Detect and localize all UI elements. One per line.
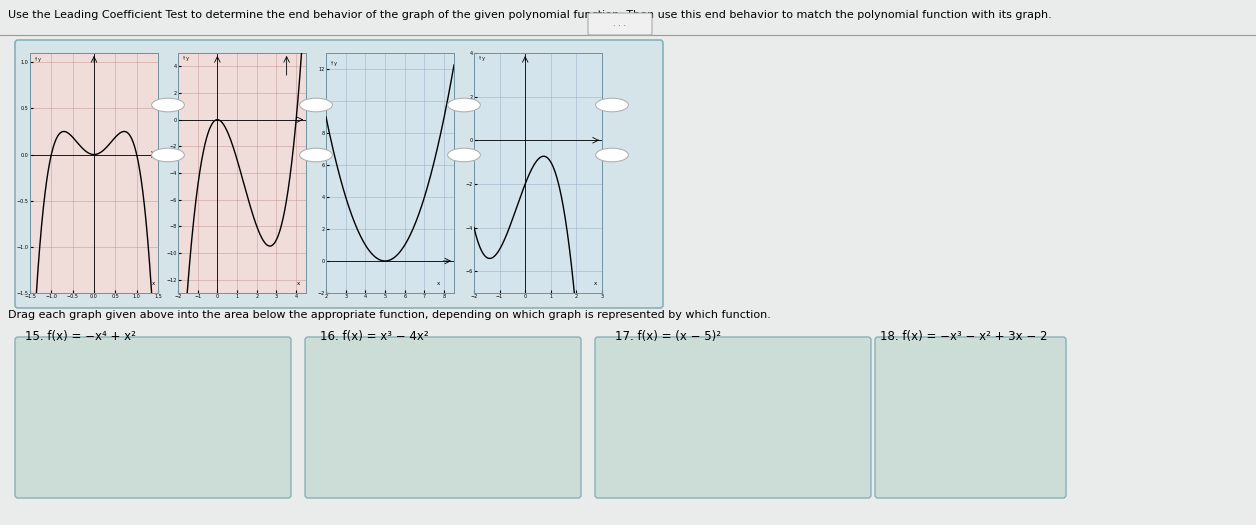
Text: . . .: . . . xyxy=(613,19,627,28)
Text: Drag each graph given above into the area below the appropriate function, depend: Drag each graph given above into the are… xyxy=(8,310,771,320)
FancyBboxPatch shape xyxy=(588,13,652,35)
Text: Q: Q xyxy=(461,100,467,110)
Text: Use the Leading Coefficient Test to determine the end behavior of the graph of t: Use the Leading Coefficient Test to dete… xyxy=(8,10,1051,20)
FancyBboxPatch shape xyxy=(15,40,663,308)
Text: Q: Q xyxy=(165,151,172,160)
Text: Q: Q xyxy=(313,100,319,110)
FancyBboxPatch shape xyxy=(305,337,582,498)
Text: ↑y: ↑y xyxy=(34,57,41,62)
Text: ↑y: ↑y xyxy=(477,57,485,61)
Text: Q: Q xyxy=(461,151,467,160)
Text: 15. f(x) = −x⁴ + x²: 15. f(x) = −x⁴ + x² xyxy=(25,330,136,343)
Text: x: x xyxy=(594,281,598,286)
Text: x: x xyxy=(298,281,300,286)
Text: x: x xyxy=(152,281,154,286)
FancyBboxPatch shape xyxy=(595,337,870,498)
Text: Q: Q xyxy=(608,151,615,160)
Text: ↑y: ↑y xyxy=(330,61,337,66)
Text: ↑y: ↑y xyxy=(182,56,188,61)
Text: Q: Q xyxy=(608,100,615,110)
FancyBboxPatch shape xyxy=(875,337,1066,498)
Text: 16. f(x) = x³ − 4x²: 16. f(x) = x³ − 4x² xyxy=(320,330,428,343)
Text: Q: Q xyxy=(165,100,172,110)
Text: x: x xyxy=(437,281,441,286)
Text: 18. f(x) = −x³ − x² + 3x − 2: 18. f(x) = −x³ − x² + 3x − 2 xyxy=(880,330,1048,343)
Text: Q: Q xyxy=(313,151,319,160)
FancyBboxPatch shape xyxy=(15,337,291,498)
Text: 17. f(x) = (x − 5)²: 17. f(x) = (x − 5)² xyxy=(615,330,721,343)
